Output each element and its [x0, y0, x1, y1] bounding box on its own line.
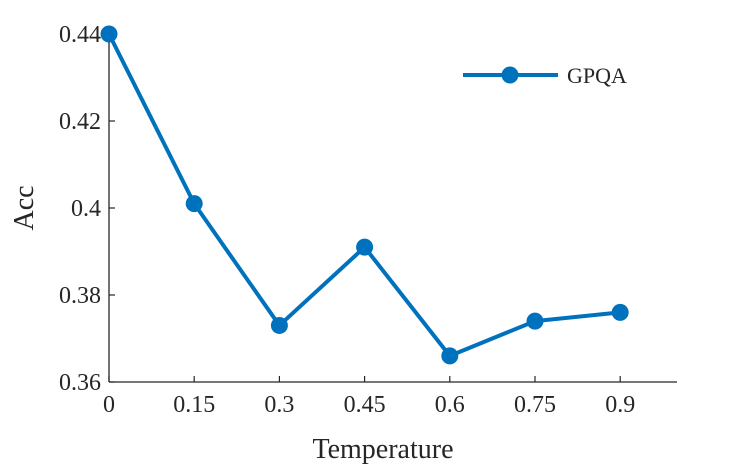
y-axis-ticks: 0.36 0.38 0.4 0.42 0.44	[59, 22, 115, 396]
data-point	[270, 316, 288, 334]
legend-label: GPQA	[567, 63, 627, 88]
series-group	[100, 25, 629, 365]
y-axis-label: Acc	[9, 185, 40, 230]
x-axis-label: Temperature	[312, 434, 453, 465]
x-axis-ticks: 0 0.15 0.3 0.45 0.6 0.75 0.9	[103, 376, 635, 418]
y-tick-label: 0.36	[59, 370, 101, 396]
data-point	[611, 303, 629, 321]
x-tick-label: 0.15	[173, 392, 215, 418]
legend: GPQA	[463, 63, 627, 88]
y-tick-label: 0.38	[59, 283, 101, 309]
y-tick-label: 0.44	[59, 22, 101, 48]
x-tick-label: 0.45	[344, 392, 386, 418]
data-point	[185, 195, 203, 213]
legend-marker-swatch	[501, 66, 519, 84]
x-tick-label: 0	[103, 392, 115, 418]
x-tick-label: 0.6	[435, 392, 465, 418]
y-tick-label: 0.4	[71, 196, 101, 222]
x-tick-label: 0.9	[605, 392, 635, 418]
data-point	[356, 238, 374, 256]
data-point	[441, 347, 459, 365]
series-line-gpqa	[107, 32, 623, 358]
axes	[108, 32, 677, 383]
x-tick-label: 0.75	[514, 392, 556, 418]
x-tick-label: 0.3	[264, 392, 294, 418]
data-point	[526, 312, 544, 330]
y-tick-label: 0.42	[59, 109, 101, 135]
data-point	[100, 25, 118, 43]
